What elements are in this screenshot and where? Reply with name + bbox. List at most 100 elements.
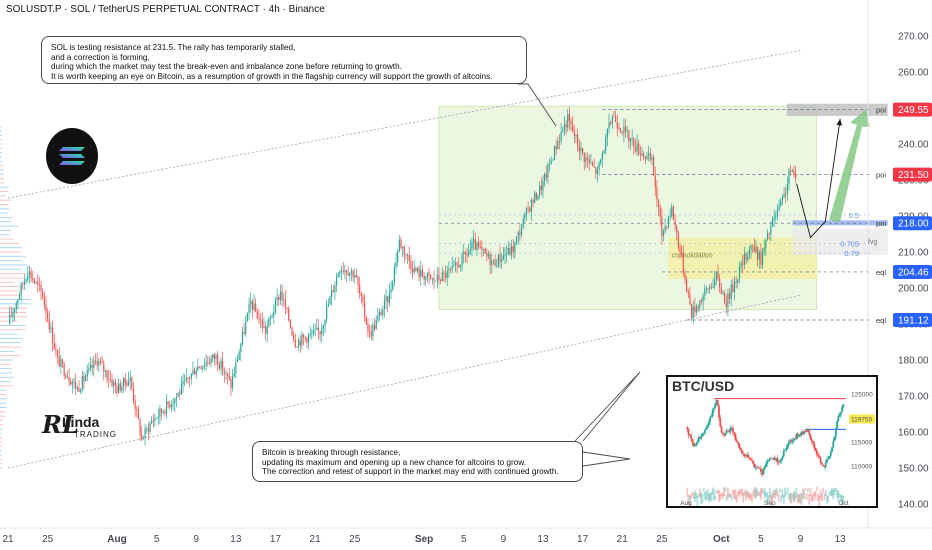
candle-body: [261, 319, 263, 328]
candle-body: [40, 285, 42, 292]
btc-candle-body: [828, 456, 831, 459]
candle-body: [671, 206, 673, 217]
btc-candle-body: [744, 455, 747, 457]
btc-candle-body: [771, 458, 774, 460]
candle-body: [725, 302, 727, 308]
btc-candle-body: [727, 430, 729, 432]
candle-body: [577, 134, 579, 146]
volume-profile-bar: [0, 320, 17, 322]
btc-candle-body: [786, 444, 789, 449]
candle-body: [339, 271, 341, 275]
x-tick-label: 21: [310, 534, 322, 545]
candle-body: [664, 226, 666, 232]
btc-candle-body: [710, 416, 713, 418]
btc-candle-body: [804, 430, 807, 432]
btc-volume-bar: [836, 490, 839, 498]
volume-profile-bar: [0, 415, 6, 417]
candle-body: [80, 389, 82, 392]
candle-body: [372, 325, 374, 337]
volume-profile-bar: [0, 199, 12, 201]
candle-body: [149, 423, 151, 433]
candle-body: [373, 325, 376, 330]
x-tick-label: 9: [798, 534, 804, 545]
candle-body: [30, 271, 32, 279]
candle-body: [406, 255, 409, 256]
level-label: eql: [876, 268, 886, 277]
btc-volume-bar: [696, 495, 699, 506]
candle-body: [489, 254, 491, 266]
candle-body: [15, 302, 17, 310]
btc-candle-body: [796, 433, 799, 437]
volume-profile-bar: [0, 160, 3, 162]
imbalance-zone: [438, 105, 817, 311]
candle-body: [167, 401, 169, 405]
btc-volume-bar: [749, 492, 752, 499]
candle-body: [786, 183, 788, 194]
candle-body: [530, 199, 533, 212]
candle-body: [567, 113, 569, 128]
candle-body: [441, 272, 443, 281]
candle-body: [590, 162, 592, 164]
candle-body: [154, 418, 156, 422]
candle-body: [463, 251, 465, 255]
btc-volume-bar: [706, 489, 709, 500]
candle-body: [580, 147, 582, 152]
candle-body: [562, 131, 564, 133]
candle-body: [160, 408, 163, 413]
candles-layer: [9, 107, 797, 446]
candle-body: [203, 365, 206, 367]
btc-candle-body: [813, 443, 816, 448]
note-bottom-line: The correction and retest of support in …: [262, 467, 559, 477]
candle-body: [50, 327, 52, 330]
candle-body: [757, 246, 759, 260]
candle-body: [121, 386, 123, 391]
btc-volume-bar: [758, 491, 761, 496]
volume-profile-bar: [0, 281, 15, 283]
btc-candle-body: [793, 438, 795, 441]
volume-profile-bar: [0, 398, 8, 400]
candle-body: [258, 318, 260, 320]
candle-body: [532, 199, 534, 203]
btc-volume-bar: [823, 493, 826, 500]
btc-candle-body: [784, 449, 786, 451]
candle-body: [634, 147, 637, 152]
volume-profile-bar: [0, 247, 23, 249]
candle-body: [106, 370, 108, 379]
btc-candle-body: [765, 463, 767, 468]
btc-volume-bar: [776, 489, 779, 497]
btc-volume-bar: [713, 489, 715, 501]
candle-body: [601, 153, 604, 160]
btc-volume-bar: [687, 494, 690, 505]
btc-candle-body: [746, 454, 748, 457]
btc-volume-bar: [718, 490, 720, 502]
candle-body: [238, 351, 240, 360]
volume-profile-bar: [0, 432, 2, 434]
btc-candle-body: [704, 429, 706, 433]
candle-body: [240, 344, 242, 352]
candle-body: [142, 438, 144, 440]
candle-body: [469, 248, 471, 252]
candle-body: [545, 173, 547, 178]
btc-candle-body: [738, 443, 741, 449]
candle-body: [189, 378, 191, 380]
btc-volume-bar: [715, 490, 718, 494]
candle-body: [326, 306, 328, 320]
btc-candle-body: [807, 428, 809, 432]
candle-body: [96, 361, 98, 366]
candle-body: [235, 361, 237, 374]
btc-candle-body: [781, 456, 784, 460]
candle-body: [294, 339, 296, 348]
candle-body: [177, 392, 179, 397]
volume-profile-bar: [0, 182, 5, 184]
candle-body: [157, 416, 159, 419]
candle-body: [398, 239, 400, 251]
candle-body: [453, 265, 455, 267]
candle-body: [255, 303, 257, 312]
candle-body: [603, 151, 605, 154]
candle-body: [479, 246, 481, 248]
candle-body: [20, 283, 22, 295]
btc-volume-bar: [837, 489, 840, 502]
x-tick-label: 17: [577, 534, 589, 545]
candle-body: [588, 159, 590, 163]
candle-body: [745, 253, 747, 261]
